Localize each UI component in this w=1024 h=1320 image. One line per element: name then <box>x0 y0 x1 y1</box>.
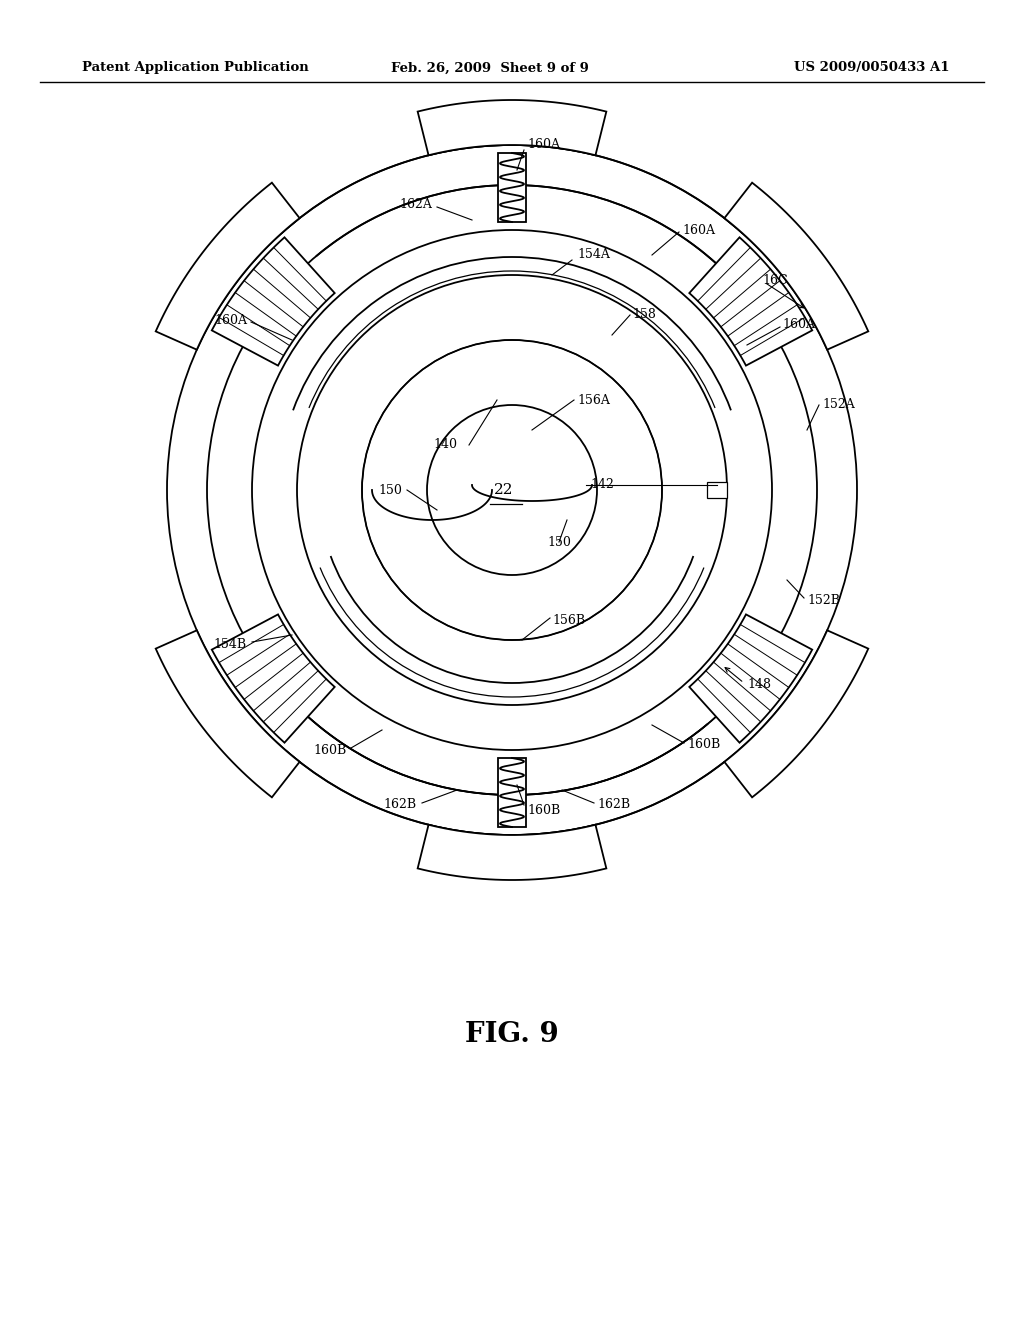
Bar <box>707 482 727 498</box>
Text: Patent Application Publication: Patent Application Publication <box>82 62 309 74</box>
Polygon shape <box>212 238 335 366</box>
Text: 150: 150 <box>378 483 402 496</box>
Text: 16C: 16C <box>762 273 787 286</box>
Text: 148: 148 <box>746 678 771 692</box>
Text: FIG. 9: FIG. 9 <box>465 1022 559 1048</box>
Text: 160A: 160A <box>527 139 560 152</box>
Text: 160B: 160B <box>687 738 720 751</box>
Text: 152A: 152A <box>822 399 855 412</box>
Text: 160A: 160A <box>782 318 815 331</box>
Text: 162B: 162B <box>384 799 417 812</box>
Polygon shape <box>724 182 868 350</box>
Text: Feb. 26, 2009  Sheet 9 of 9: Feb. 26, 2009 Sheet 9 of 9 <box>391 62 589 74</box>
Text: 22: 22 <box>495 483 514 498</box>
Text: 162A: 162A <box>399 198 432 211</box>
Text: 156A: 156A <box>577 393 610 407</box>
Polygon shape <box>724 631 868 797</box>
Text: 140: 140 <box>433 438 457 451</box>
Polygon shape <box>418 100 606 156</box>
Text: 152B: 152B <box>807 594 840 606</box>
Text: US 2009/0050433 A1: US 2009/0050433 A1 <box>795 62 950 74</box>
Text: 154B: 154B <box>214 639 247 652</box>
Text: 160A: 160A <box>682 223 715 236</box>
Text: 160B: 160B <box>527 804 560 817</box>
Text: 162B: 162B <box>597 799 630 812</box>
Text: 154A: 154A <box>577 248 610 261</box>
Text: 160A: 160A <box>214 314 247 326</box>
Polygon shape <box>156 182 300 350</box>
Text: 150: 150 <box>547 536 570 549</box>
Polygon shape <box>689 238 812 366</box>
Polygon shape <box>498 758 526 828</box>
Text: 142: 142 <box>590 479 613 491</box>
Polygon shape <box>498 153 526 222</box>
Text: 158: 158 <box>632 309 656 322</box>
Polygon shape <box>156 631 300 797</box>
Text: 156B: 156B <box>552 614 585 627</box>
Polygon shape <box>689 614 812 743</box>
Text: 160B: 160B <box>313 743 347 756</box>
Polygon shape <box>418 825 606 880</box>
Polygon shape <box>212 614 335 743</box>
